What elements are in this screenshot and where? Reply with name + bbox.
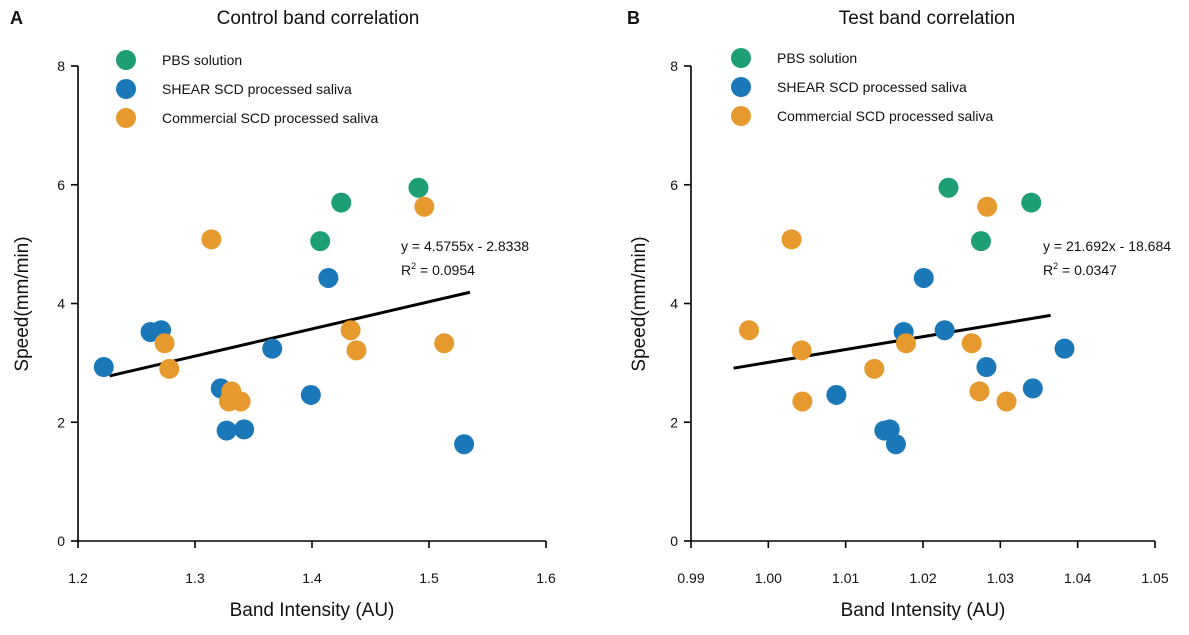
- panel-a-y-tick-label: 6: [57, 177, 65, 193]
- panel-b-r-squared-prefix: R: [1043, 262, 1053, 278]
- panel-b-y-tick-label: 2: [670, 414, 678, 430]
- panel-a-data-point: [408, 177, 429, 198]
- panel-b-data-point: [1054, 338, 1075, 359]
- panel-a-r-squared: R2 = 0.0954: [401, 261, 475, 278]
- panel-a-data-point: [310, 231, 331, 252]
- panel-a-data-point: [201, 229, 222, 250]
- panel-b-trendline-annotation: y = 21.692x - 18.684 R2 = 0.0347: [1043, 238, 1171, 278]
- panel-b-y-axis-label: Speed(mm/min): [629, 236, 650, 371]
- panel-a-y-tick-label: 2: [57, 414, 65, 430]
- panel-a-data-point: [154, 333, 175, 354]
- panel-b-data-point: [1021, 192, 1042, 213]
- panel-b-x-tick-label: 1.03: [987, 570, 1014, 586]
- panel-a-r-squared-exponent: 2: [411, 261, 416, 271]
- panel-b-data-point: [969, 381, 990, 402]
- panel-b-data-point: [961, 333, 982, 354]
- panel-a-y-axis-label: Speed(mm/min): [12, 236, 33, 371]
- panel-a-plot-area: 0 2 4 6 8 1.2 1.3 1.4 1.5 1.6 PBS solution SHEAR SC…: [57, 50, 556, 586]
- panel-b-legend-label: PBS solution: [777, 50, 857, 66]
- panel-b-data-point: [781, 229, 802, 250]
- panel-b-x-axis-label: Band Intensity (AU): [841, 600, 1006, 621]
- panel-a-data-point: [318, 267, 339, 288]
- panel-a-letter: A: [10, 8, 23, 28]
- panel-b-data-point: [864, 358, 885, 379]
- panel-b-data-point: [913, 267, 934, 288]
- panel-a-legend-label: Commercial SCD processed saliva: [162, 110, 379, 126]
- panel-a: A Control band correlation Band Intensit…: [10, 8, 556, 621]
- panel-b-x-tick-label: 0.99: [677, 570, 704, 586]
- panel-b-y-tick-label: 6: [670, 177, 678, 193]
- panel-b-x-tick-label: 1.00: [755, 570, 782, 586]
- panel-b-y-tick-label: 4: [670, 296, 678, 312]
- panel-a-legend-marker: [116, 50, 136, 70]
- panel-b-y-tick-label: 8: [670, 58, 678, 74]
- panel-b-title: Test band correlation: [839, 8, 1015, 29]
- panel-b-trend-equation: y = 21.692x - 18.684: [1043, 238, 1171, 254]
- panel-b-data-point: [977, 196, 998, 217]
- panel-b-legend-marker: [731, 106, 751, 126]
- panel-a-data-point: [234, 419, 255, 440]
- panel-b-trend-line: [733, 313, 1051, 370]
- panel-b-data-point: [934, 320, 955, 341]
- panel-a-data-point: [331, 192, 352, 213]
- panel-a-legend-marker: [116, 108, 136, 128]
- panel-a-trend-equation: y = 4.5755x - 2.8338: [401, 238, 529, 254]
- panel-a-data-point: [346, 340, 367, 361]
- panel-a-data-point: [454, 434, 475, 455]
- panel-b-x-tick-label: 1.04: [1064, 570, 1091, 586]
- panel-b-plot-area: 0 2 4 6 8 0.99 1.00 1.01 1.02 1.03 1.04 1.05 PBS sol…: [670, 48, 1169, 586]
- panel-b: B Test band correlation Band Intensity (…: [627, 8, 1171, 621]
- panel-a-legend-label: SHEAR SCD processed saliva: [162, 81, 352, 97]
- panel-b-data-point: [895, 333, 916, 354]
- panel-a-data-point: [414, 196, 435, 217]
- panel-a-x-tick-label: 1.5: [419, 570, 439, 586]
- panel-a-legend-label: PBS solution: [162, 52, 242, 68]
- panel-a-r-squared-value: = 0.0954: [416, 262, 475, 278]
- panel-b-r-squared: R2 = 0.0347: [1043, 261, 1117, 278]
- panel-a-data-point: [262, 338, 283, 359]
- panel-b-data-point: [885, 434, 906, 455]
- panel-b-data-point: [791, 340, 812, 361]
- panel-a-x-tick-label: 1.3: [185, 570, 205, 586]
- panel-b-x-tick-label: 1.02: [909, 570, 936, 586]
- panel-b-legend-label: Commercial SCD processed saliva: [777, 108, 994, 124]
- panel-a-x-tick-label: 1.2: [68, 570, 88, 586]
- panel-b-data-point: [976, 357, 997, 378]
- panel-b-data-point: [826, 384, 847, 405]
- panel-b-x-tick-label: 1.05: [1141, 570, 1168, 586]
- panel-a-legend-marker: [116, 79, 136, 99]
- panel-b-y-tick-label: 0: [670, 533, 678, 549]
- panel-b-legend-marker: [731, 77, 751, 97]
- panel-b-data-point: [996, 391, 1017, 412]
- panel-b-data-point: [971, 231, 991, 252]
- panel-b-legend-label: SHEAR SCD processed saliva: [777, 79, 967, 95]
- panel-b-data-point: [792, 391, 813, 412]
- panel-b-legend-marker: [731, 48, 751, 68]
- panel-a-data-point: [159, 358, 180, 379]
- panel-a-trendline-annotation: y = 4.5755x - 2.8338 R2 = 0.0954: [401, 238, 529, 278]
- panel-b-r-squared-exponent: 2: [1053, 261, 1058, 271]
- panel-b-r-squared-value: = 0.0347: [1058, 262, 1117, 278]
- panel-a-r-squared-prefix: R: [401, 262, 411, 278]
- panel-b-x-tick-label: 1.01: [832, 570, 859, 586]
- panel-a-data-point: [434, 333, 455, 354]
- panel-b-data-point: [1022, 378, 1043, 399]
- panel-a-x-tick-label: 1.4: [302, 570, 322, 586]
- panel-a-data-point: [230, 391, 251, 412]
- panel-a-data-point: [93, 357, 114, 378]
- panel-a-x-axis-label: Band Intensity (AU): [230, 600, 395, 621]
- panel-a-y-tick-label: 8: [57, 58, 65, 74]
- panel-a-data-point: [340, 320, 361, 341]
- panel-b-data-point: [938, 177, 959, 198]
- panel-a-y-tick-label: 0: [57, 533, 65, 549]
- panel-a-y-tick-label: 4: [57, 296, 65, 312]
- panel-a-title: Control band correlation: [217, 8, 420, 29]
- panel-a-data-point: [216, 420, 237, 441]
- panel-a-data-point: [300, 384, 321, 405]
- panel-b-letter: B: [627, 8, 640, 28]
- panel-a-x-tick-label: 1.6: [536, 570, 556, 586]
- panel-b-data-point: [739, 320, 759, 341]
